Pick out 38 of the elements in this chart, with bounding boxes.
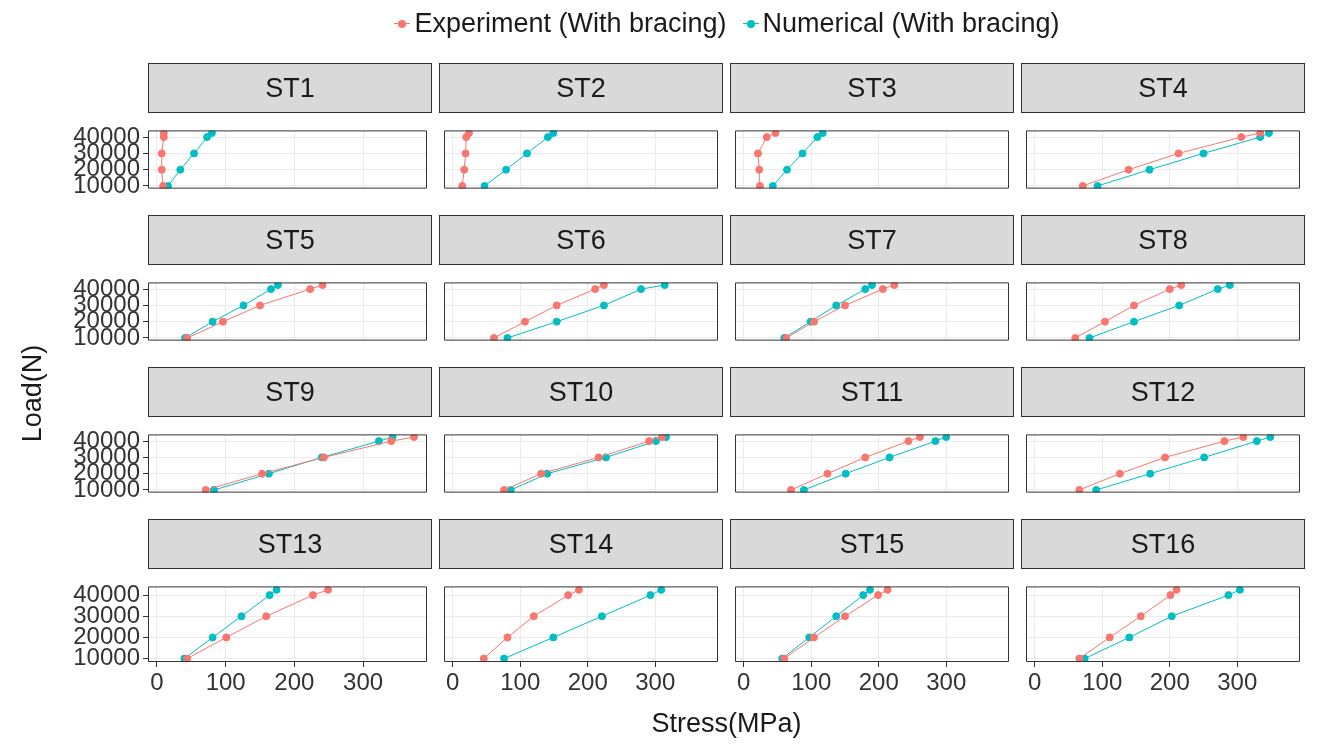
chart-title: ST8 [1021,215,1305,265]
x-tick-label: 100 [791,668,832,696]
chart-title: ST16 [1021,519,1305,569]
chart-title: ST9 [148,367,432,417]
x-tick-label: 0 [737,668,751,696]
x-tick-label: 200 [1149,668,1190,696]
chart-title: ST3 [730,63,1014,113]
x-tick-label: 300 [635,668,676,696]
x-tick-label: 100 [1082,668,1123,696]
legend-label: Experiment (With bracing) [414,8,727,39]
chart-title: ST6 [439,215,723,265]
chart-title: ST5 [148,215,432,265]
chart-title: ST14 [439,519,723,569]
chart-title: ST12 [1021,367,1305,417]
y-tick-label: 10000 [73,643,140,671]
chart-title: ST7 [730,215,1014,265]
chart-title: ST13 [148,519,432,569]
x-tick-label: 100 [500,668,541,696]
chart-title: ST10 [439,367,723,417]
chart-title: ST1 [148,63,432,113]
x-tick-label: 100 [205,668,246,696]
x-tick-label: 300 [343,668,384,696]
x-tick-label: 0 [1028,668,1042,696]
legend-label: Numerical (With bracing) [762,8,1060,39]
chart-title: ST15 [730,519,1014,569]
x-tick-label: 0 [446,668,460,696]
x-tick-label: 200 [274,668,315,696]
chart-title: ST4 [1021,63,1305,113]
y-tick-label: 40000 [73,579,140,607]
x-axis-title: Stress(MPa) [650,708,803,739]
x-tick-label: 0 [150,668,164,696]
x-tick-label: 300 [926,668,967,696]
x-tick-label: 200 [567,668,608,696]
chart-title: ST2 [439,63,723,113]
chart-title: ST11 [730,367,1014,417]
x-tick-label: 200 [858,668,899,696]
x-tick-label: 300 [1217,668,1258,696]
y-axis-title: Load(N) [16,343,48,445]
